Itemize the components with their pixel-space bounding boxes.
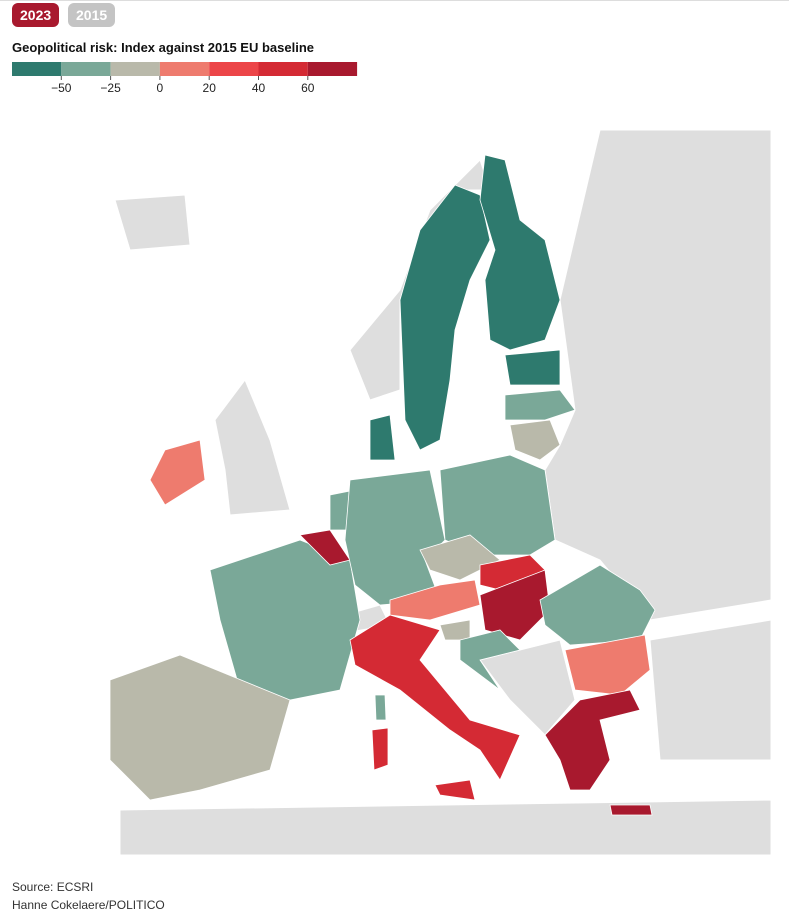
background-land bbox=[114, 129, 772, 856]
credit: Hanne Cokelaere/POLITICO bbox=[12, 898, 165, 912]
source: Source: ECSRI bbox=[12, 880, 94, 894]
top-rule bbox=[0, 0, 789, 1]
legend-title: Geopolitical risk: Index against 2015 EU… bbox=[12, 40, 315, 55]
legend-tick-label: 0 bbox=[157, 81, 164, 95]
countries bbox=[109, 154, 656, 816]
legend-tick-label: 20 bbox=[203, 81, 217, 95]
legend: −50 −25 0 20 40 60 bbox=[12, 62, 358, 95]
year-button[interactable]: 2015 bbox=[68, 3, 116, 27]
year-button[interactable]: 2023 bbox=[12, 3, 60, 27]
legend-swatch bbox=[110, 62, 160, 76]
legend-swatch bbox=[209, 62, 259, 76]
legend-swatch bbox=[258, 62, 308, 76]
legend-swatch bbox=[307, 62, 358, 76]
legend-tick-label: 40 bbox=[252, 81, 266, 95]
legend-tick-label: −50 bbox=[51, 81, 72, 95]
legend-swatch bbox=[159, 62, 210, 76]
legend-tick-label: −25 bbox=[100, 81, 121, 95]
legend-swatch bbox=[61, 62, 111, 76]
legend-swatch bbox=[12, 62, 62, 76]
legend-tick-label: 60 bbox=[301, 81, 315, 95]
